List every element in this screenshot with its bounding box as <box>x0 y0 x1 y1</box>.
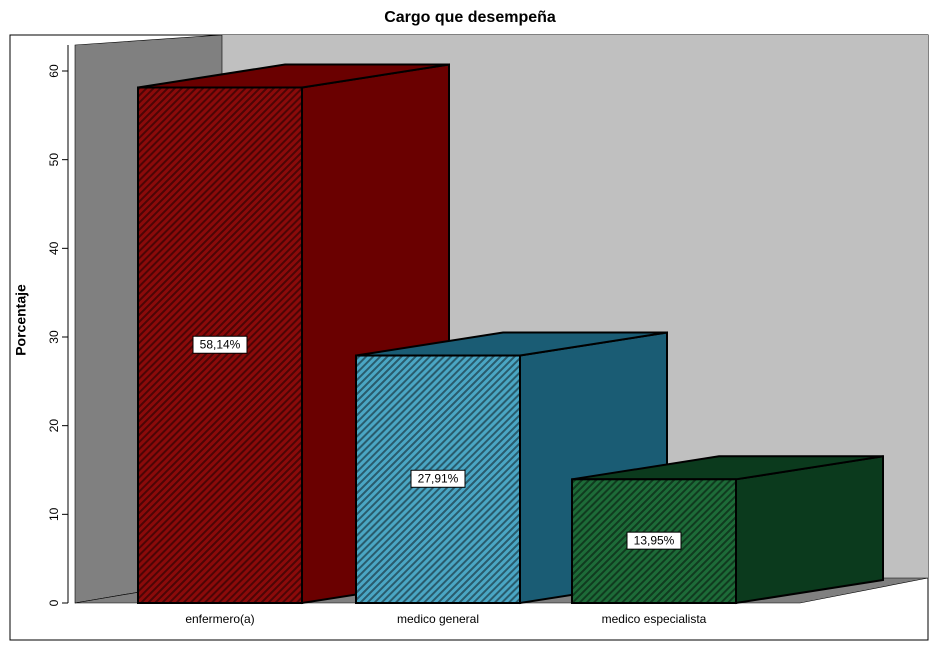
x-tick-label: medico especialista <box>602 612 707 626</box>
y-tick-label: 50 <box>47 153 61 167</box>
bar-side <box>735 455 884 605</box>
value-label-box <box>410 469 466 488</box>
y-tick-label: 20 <box>47 419 61 433</box>
y-axis-label: Porcentaje <box>13 284 29 356</box>
value-label-box <box>626 531 682 550</box>
y-tick-label: 40 <box>47 241 61 255</box>
value-label-box <box>192 335 248 354</box>
y-tick-label: 0 <box>47 599 61 606</box>
y-tick-label: 30 <box>47 330 61 344</box>
y-tick-label: 60 <box>47 64 61 78</box>
value-label: 58,14% <box>200 337 241 351</box>
value-label: 13,95% <box>634 533 675 547</box>
y-tick-label: 10 <box>47 507 61 521</box>
chart-title: Cargo que desempeña <box>384 9 556 26</box>
x-tick-label: medico general <box>397 612 479 626</box>
value-label: 27,91% <box>418 471 459 485</box>
x-tick-label: enfermero(a) <box>185 612 254 626</box>
